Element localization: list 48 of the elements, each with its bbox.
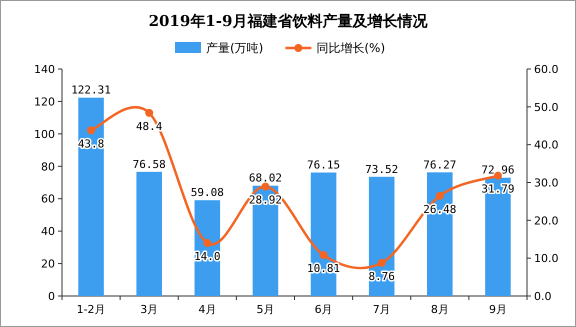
data-label: 68.02 <box>248 172 282 185</box>
y-tick-label: 20 <box>41 258 55 271</box>
legend-label: 同比增长(%) <box>316 41 386 55</box>
y2-tick-label: 50.0 <box>534 100 558 114</box>
data-label: 76.15 <box>307 158 340 172</box>
y2-tick-label: 40.0 <box>534 138 558 152</box>
point <box>203 239 212 248</box>
data-label: 8.76 <box>368 270 395 283</box>
point <box>378 258 386 267</box>
y2-tick-label: 30.0 <box>534 176 558 190</box>
bar <box>136 172 162 296</box>
y2-tick-label: 60.0 <box>534 63 558 76</box>
y-tick-label: 140 <box>34 63 55 76</box>
bar <box>194 200 220 296</box>
data-label: 76.27 <box>423 158 456 172</box>
x-tick-label: 8月 <box>430 303 449 316</box>
data-label: 76.58 <box>132 158 166 171</box>
y2-tick-label: 10.0 <box>534 252 558 266</box>
y-tick-label: 100 <box>34 128 55 141</box>
x-tick-label: 1-2月 <box>76 303 106 316</box>
x-tick-label: 6月 <box>314 303 333 316</box>
point <box>436 192 444 200</box>
x-tick-label: 4月 <box>198 303 216 316</box>
y-tick-label: 40 <box>41 225 55 238</box>
point <box>87 126 96 134</box>
data-label: 14.0 <box>194 250 221 264</box>
chart-title: 2019年1-9月福建省饮料产量及增长情况 <box>148 12 428 30</box>
x-tick-label: 9月 <box>488 303 507 316</box>
data-label: 59.08 <box>190 186 224 200</box>
data-label: 73.52 <box>365 162 398 176</box>
point <box>145 108 154 117</box>
point <box>261 182 270 191</box>
bar <box>368 176 394 296</box>
y2-tick-label: 0.0 <box>534 290 552 303</box>
y-tick-label: 60 <box>41 192 55 206</box>
y-tick-label: 120 <box>34 95 55 108</box>
data-label: 43.8 <box>78 137 104 150</box>
x-tick-label: 3月 <box>140 303 158 316</box>
point <box>320 251 328 260</box>
y-tick-label: 80 <box>41 160 55 174</box>
x-tick-label: 5月 <box>256 303 274 316</box>
bar <box>78 98 104 296</box>
y2-tick-label: 20.0 <box>534 214 558 228</box>
data-label: 122.31 <box>71 84 111 97</box>
y-tick-label: 0 <box>48 290 55 303</box>
x-tick-label: 7月 <box>372 303 391 316</box>
data-label: 72.96 <box>481 164 514 177</box>
legend-label: 产量(万吨) <box>206 41 264 55</box>
